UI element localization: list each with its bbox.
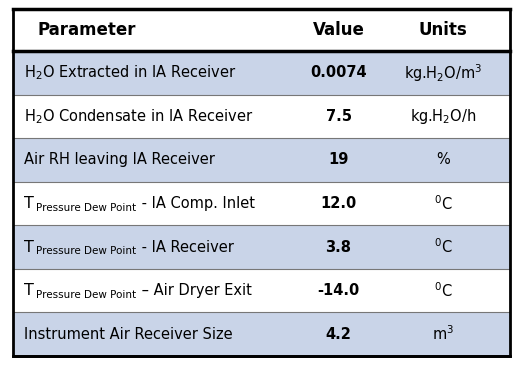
Text: H$_2$O Extracted in IA Receiver: H$_2$O Extracted in IA Receiver (24, 64, 236, 82)
Bar (13, 138, 510, 182)
Text: T: T (24, 239, 33, 254)
Text: T: T (24, 283, 33, 298)
Text: %: % (436, 153, 450, 168)
Text: $^0$C: $^0$C (434, 238, 452, 256)
Text: $^0$C: $^0$C (434, 194, 452, 213)
Bar (13, 51, 510, 95)
Text: Value: Value (313, 21, 365, 39)
Text: 3.8: 3.8 (325, 239, 351, 254)
Text: 0.0074: 0.0074 (310, 65, 367, 80)
Text: Pressure Dew Point: Pressure Dew Point (36, 246, 135, 256)
Text: - IA Receiver: - IA Receiver (137, 239, 234, 254)
Text: Instrument Air Receiver Size: Instrument Air Receiver Size (24, 327, 232, 342)
Text: T: T (24, 196, 33, 211)
Text: kg.H$_2$O/m$^3$: kg.H$_2$O/m$^3$ (404, 62, 482, 84)
Text: $^0$C: $^0$C (434, 281, 452, 300)
Text: - IA Comp. Inlet: - IA Comp. Inlet (137, 196, 255, 211)
Text: Air RH leaving IA Receiver: Air RH leaving IA Receiver (24, 153, 214, 168)
Text: H$_2$O Condensate in IA Receiver: H$_2$O Condensate in IA Receiver (24, 107, 253, 126)
Text: -14.0: -14.0 (317, 283, 360, 298)
Text: 19: 19 (328, 153, 349, 168)
Text: 7.5: 7.5 (325, 109, 351, 124)
Bar (13, 225, 510, 269)
Text: – Air Dryer Exit: – Air Dryer Exit (137, 283, 252, 298)
Text: Pressure Dew Point: Pressure Dew Point (36, 290, 135, 300)
Text: Pressure Dew Point: Pressure Dew Point (36, 203, 135, 213)
Text: 4.2: 4.2 (326, 327, 351, 342)
Text: Units: Units (418, 21, 467, 39)
Text: Parameter: Parameter (37, 21, 135, 39)
Text: m$^3$: m$^3$ (432, 325, 454, 343)
Bar (13, 312, 510, 356)
Text: kg.H$_2$O/h: kg.H$_2$O/h (410, 107, 476, 126)
Text: 12.0: 12.0 (321, 196, 357, 211)
